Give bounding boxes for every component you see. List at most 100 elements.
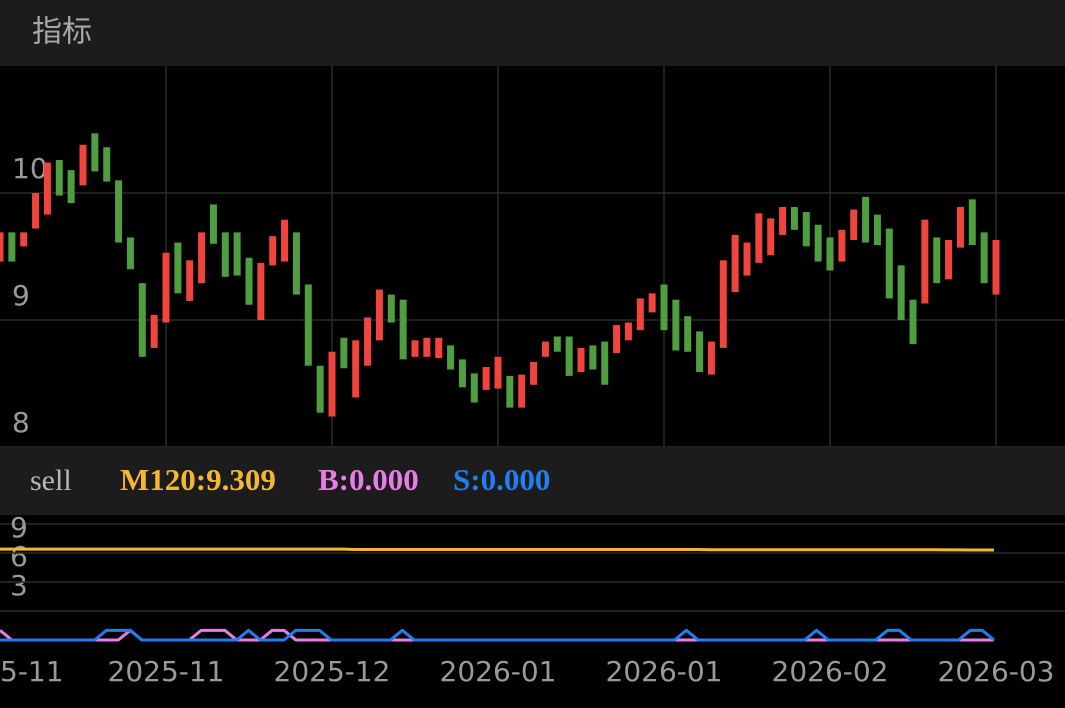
candle (423, 337, 431, 357)
candle (364, 317, 372, 366)
candle (103, 147, 111, 182)
candle (541, 341, 549, 357)
candle (850, 209, 858, 240)
candle (530, 361, 538, 385)
candle (684, 316, 692, 352)
candle (150, 314, 158, 348)
x-tick-label: 5-11 (0, 655, 64, 688)
candle (304, 284, 312, 366)
candle (945, 239, 953, 280)
candle (897, 265, 905, 320)
legend-label: B:0.000 (318, 462, 419, 497)
candle (245, 257, 253, 305)
candle (458, 359, 466, 388)
candle (221, 232, 229, 277)
candle (909, 299, 917, 345)
x-tick-label: 2026-03 (938, 655, 1055, 688)
candle (672, 299, 680, 351)
y-tick-label: 3 (10, 569, 28, 602)
candle (375, 289, 383, 341)
candle (340, 337, 348, 369)
candle (755, 213, 763, 263)
y-tick-label: 9 (12, 279, 30, 312)
candle (186, 260, 194, 301)
candle (470, 373, 478, 403)
candle (174, 242, 182, 294)
candle (518, 374, 526, 408)
candle (767, 218, 775, 256)
indicator-line (0, 628, 995, 642)
candle (67, 170, 75, 204)
candle (968, 199, 976, 246)
candle (719, 260, 727, 348)
x-tick-label: 2026-02 (772, 655, 889, 688)
candle (43, 162, 51, 215)
indicator-bar (0, 448, 1065, 515)
candle (233, 232, 241, 276)
candle (126, 237, 134, 270)
indicator-line (0, 547, 995, 552)
candle (648, 293, 656, 313)
candle (862, 196, 870, 243)
candle (269, 236, 277, 266)
candle (873, 214, 881, 246)
x-tick-label: 2026-01 (606, 655, 723, 688)
candle (20, 232, 28, 247)
candle (411, 340, 419, 357)
candle (802, 212, 810, 247)
candle (624, 322, 632, 341)
candle (257, 262, 265, 320)
candle (743, 242, 751, 276)
candle (281, 219, 289, 262)
candle (731, 234, 739, 293)
header-title: 指标 (32, 15, 92, 50)
candle (553, 336, 561, 352)
candle (447, 345, 455, 370)
x-tick-label: 2026-01 (440, 655, 557, 688)
y-tick-label: 10 (12, 152, 48, 185)
candle (933, 237, 941, 284)
candle (885, 228, 893, 299)
candle (707, 341, 715, 375)
candle (613, 325, 621, 354)
y-tick-label: 8 (12, 406, 30, 439)
candle (921, 219, 929, 304)
candle (79, 144, 87, 186)
candle (435, 337, 443, 359)
candle (696, 331, 704, 373)
indicator-title: sell (30, 464, 72, 497)
candle (198, 232, 206, 284)
candle (636, 298, 644, 331)
candle (660, 284, 668, 331)
candle (55, 159, 63, 196)
candle (565, 336, 573, 376)
candle (209, 204, 217, 244)
candle (482, 366, 490, 390)
y-tick-label: 6 (10, 540, 28, 573)
candle (506, 375, 514, 408)
candle (589, 345, 597, 370)
candle (779, 206, 787, 235)
candle (316, 365, 324, 413)
candle (328, 351, 336, 417)
candle (162, 252, 170, 323)
x-tick-label: 2025-11 (108, 655, 225, 688)
candle (0, 232, 4, 262)
candle (91, 133, 99, 172)
candle (8, 232, 16, 262)
candle (814, 224, 822, 262)
candle (980, 232, 988, 284)
candle (352, 340, 360, 398)
candle (115, 180, 123, 243)
candle (32, 193, 40, 229)
candle (399, 299, 407, 360)
candle (387, 294, 395, 323)
candle (138, 283, 146, 357)
candle (494, 356, 502, 389)
candle (826, 237, 834, 271)
y-tick-label: 9 (10, 511, 28, 544)
candle (790, 206, 798, 230)
x-tick-label: 2025-12 (274, 655, 391, 688)
legend-label: S:0.000 (453, 462, 550, 497)
